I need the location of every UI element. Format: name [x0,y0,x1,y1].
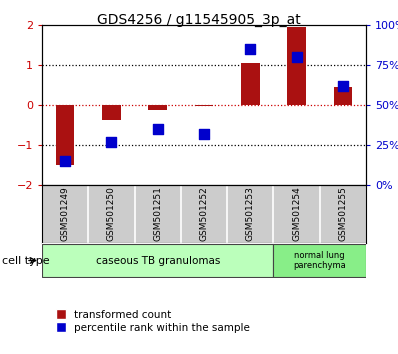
Bar [273,244,366,277]
Bar [56,105,74,165]
Bar [195,105,213,106]
Bar [42,244,273,277]
Point [108,139,115,145]
Text: GSM501249: GSM501249 [60,187,70,241]
Text: GSM501251: GSM501251 [153,187,162,241]
Point [62,158,68,164]
Text: GSM501255: GSM501255 [338,187,347,241]
Text: cell type: cell type [2,256,50,266]
Point [293,54,300,60]
Text: caseous TB granulomas: caseous TB granulomas [96,256,220,266]
Bar [102,105,121,120]
Text: GSM501252: GSM501252 [199,187,209,241]
Text: normal lung
parenchyma: normal lung parenchyma [293,251,346,270]
Point [247,46,254,52]
Bar [334,87,352,105]
Bar [148,105,167,110]
Text: GDS4256 / g11545905_3p_at: GDS4256 / g11545905_3p_at [97,13,301,27]
Point [339,83,346,88]
Bar [241,63,259,105]
Text: GSM501254: GSM501254 [292,187,301,241]
Text: GSM501250: GSM501250 [107,187,116,241]
Point [154,126,161,132]
Legend: transformed count, percentile rank within the sample: transformed count, percentile rank withi… [55,308,252,335]
Text: GSM501253: GSM501253 [246,187,255,241]
Bar [287,27,306,105]
Point [201,131,207,137]
